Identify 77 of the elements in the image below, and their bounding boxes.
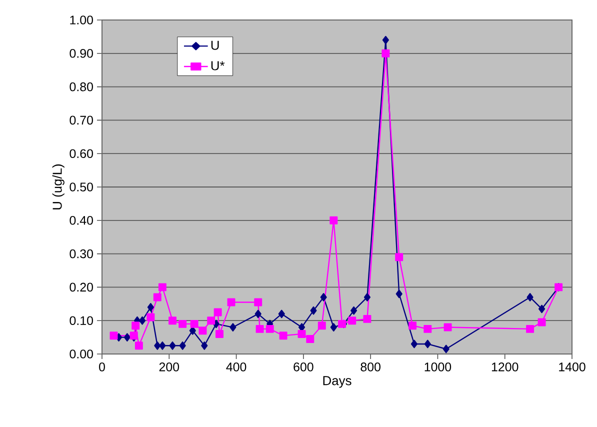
y-tick-label: 0.50 xyxy=(70,182,93,192)
x-tick-label: 800 xyxy=(360,362,380,372)
x-tick-label: 200 xyxy=(159,362,180,372)
point xyxy=(442,344,450,354)
y-axis-title: U (ug/L) xyxy=(52,164,64,210)
point xyxy=(230,323,236,332)
x-tick-label: 1400 xyxy=(559,362,586,372)
x-tick-label: 0 xyxy=(99,362,105,372)
point xyxy=(410,340,418,348)
point xyxy=(382,36,389,44)
point xyxy=(198,326,207,335)
point xyxy=(444,323,452,332)
point xyxy=(214,308,222,316)
point xyxy=(254,310,262,318)
point xyxy=(526,293,534,302)
point xyxy=(424,340,431,348)
legend-label: U xyxy=(211,40,219,50)
point xyxy=(382,49,390,58)
y-tick-label: 0.70 xyxy=(70,116,93,125)
point xyxy=(320,293,327,302)
point xyxy=(364,293,371,302)
point xyxy=(363,314,372,323)
point xyxy=(538,318,546,326)
y-tick-label: 0.20 xyxy=(70,282,93,292)
y-tick-label: 0.60 xyxy=(70,149,93,158)
y-tick-label: 0.80 xyxy=(70,82,93,92)
point xyxy=(408,322,417,330)
point xyxy=(350,306,358,315)
point xyxy=(134,342,143,350)
point xyxy=(256,324,264,333)
point xyxy=(159,341,166,350)
point xyxy=(110,332,118,340)
point xyxy=(154,341,161,350)
point xyxy=(227,298,236,306)
point xyxy=(318,322,326,330)
point xyxy=(396,290,402,298)
y-tick-label: 0.30 xyxy=(70,249,93,258)
point xyxy=(330,323,337,332)
point xyxy=(278,310,285,318)
point xyxy=(306,334,314,343)
point xyxy=(207,316,216,325)
point xyxy=(132,322,140,330)
point xyxy=(330,216,338,224)
x-tick-label: 1000 xyxy=(424,362,452,372)
point xyxy=(201,341,208,350)
x-axis-title: Days xyxy=(323,376,352,388)
x-tick-label: 600 xyxy=(294,362,314,372)
point xyxy=(310,306,317,315)
y-tick-label: 0.00 xyxy=(70,350,93,358)
legend-label: U* xyxy=(211,61,225,70)
point xyxy=(526,324,534,333)
y-tick-label: 0.10 xyxy=(70,316,93,326)
x-tick-label: 400 xyxy=(226,362,246,372)
point xyxy=(216,330,224,338)
y-tick-label: 1.00 xyxy=(70,16,93,24)
point xyxy=(178,320,187,328)
point xyxy=(348,316,356,325)
point xyxy=(266,324,274,333)
point xyxy=(538,304,546,314)
point xyxy=(254,298,262,306)
point xyxy=(424,324,432,333)
point xyxy=(279,332,288,340)
point xyxy=(190,320,198,328)
point xyxy=(153,293,162,302)
y-tick-label: 0.40 xyxy=(70,216,93,225)
point xyxy=(158,283,166,292)
point xyxy=(395,253,404,262)
point xyxy=(179,341,186,350)
point xyxy=(124,333,130,342)
point xyxy=(169,341,176,350)
point xyxy=(168,316,176,325)
point xyxy=(146,313,155,322)
point xyxy=(298,330,306,338)
point xyxy=(139,316,146,325)
y-tick-label: 0.90 xyxy=(70,48,93,58)
x-tick-label: 1200 xyxy=(492,362,518,372)
point xyxy=(147,303,154,312)
